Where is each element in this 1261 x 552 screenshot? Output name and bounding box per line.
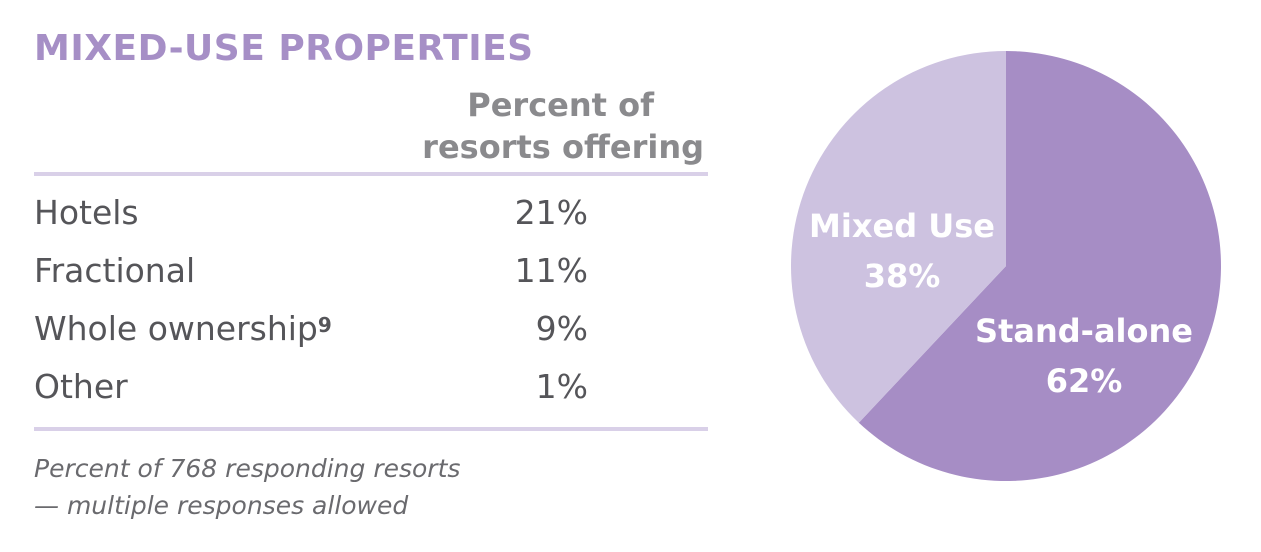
row-label: Hotels <box>34 193 139 232</box>
slice-label-mixed-use: Mixed Use <box>809 207 995 245</box>
table-top-divider <box>34 172 708 176</box>
data-table: Hotels 21% Fractional 11% Whole ownershi… <box>34 188 594 420</box>
slice-value-mixed-use: 38% <box>864 257 941 295</box>
column-header-line1: Percent of <box>467 86 654 124</box>
pie-slices <box>790 51 1221 481</box>
row-value: 11% <box>514 251 588 290</box>
slice-value-stand-alone: 62% <box>1046 362 1123 400</box>
footnote-marker: 9 <box>317 313 332 337</box>
column-header-line2: resorts offering <box>422 128 704 166</box>
table-row: Whole ownership9 9% <box>34 304 594 362</box>
table-bottom-divider <box>34 427 708 431</box>
row-value: 9% <box>535 309 588 348</box>
table-row: Hotels 21% <box>34 188 594 246</box>
pie-slice-mixed-use <box>790 51 1006 423</box>
column-header: Percent of resorts offering <box>380 84 704 168</box>
row-label-text: Whole ownership <box>34 309 318 348</box>
row-value: 1% <box>535 367 588 406</box>
footnote-text: Percent of 768 responding resorts — mult… <box>34 450 460 524</box>
row-label: Fractional <box>34 251 196 290</box>
chart-title: MIXED-USE PROPERTIES <box>34 28 534 69</box>
row-value: 21% <box>514 193 588 232</box>
table-row: Other 1% <box>34 362 594 420</box>
footnote-line1: Percent of 768 responding resorts <box>34 454 461 483</box>
pie-slice-stand-alone <box>858 51 1221 481</box>
slice-label-stand-alone: Stand-alone <box>975 312 1193 350</box>
footnote-line2: — multiple responses allowed <box>34 491 409 520</box>
row-label: Other <box>34 367 128 406</box>
table-row: Fractional 11% <box>34 246 594 304</box>
row-label: Whole ownership9 <box>34 304 332 354</box>
